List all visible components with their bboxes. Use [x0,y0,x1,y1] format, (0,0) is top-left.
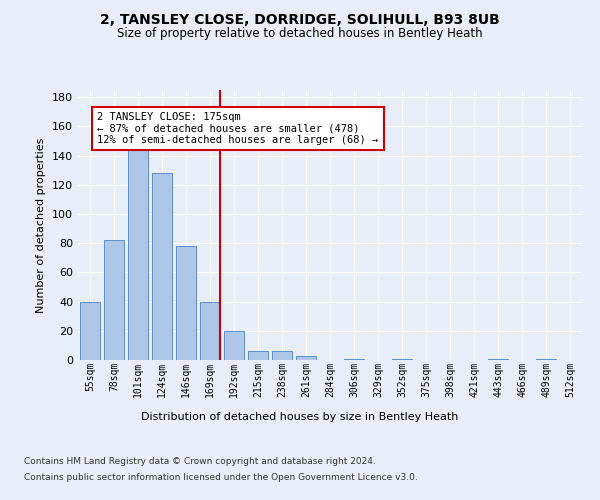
Bar [392,358,412,360]
Text: Contains public sector information licensed under the Open Government Licence v3: Contains public sector information licen… [24,472,418,482]
Text: Distribution of detached houses by size in Bentley Heath: Distribution of detached houses by size … [142,412,458,422]
Bar [488,358,508,360]
Text: 2, TANSLEY CLOSE, DORRIDGE, SOLIHULL, B93 8UB: 2, TANSLEY CLOSE, DORRIDGE, SOLIHULL, B9… [100,12,500,26]
Bar [272,351,292,360]
Bar [224,331,244,360]
Bar [128,150,148,360]
Bar [104,240,124,360]
Text: 2 TANSLEY CLOSE: 175sqm
← 87% of detached houses are smaller (478)
12% of semi-d: 2 TANSLEY CLOSE: 175sqm ← 87% of detache… [97,112,379,145]
Y-axis label: Number of detached properties: Number of detached properties [37,138,46,312]
Bar [248,351,268,360]
Bar [536,358,556,360]
Bar [176,246,196,360]
Bar [200,302,220,360]
Text: Size of property relative to detached houses in Bentley Heath: Size of property relative to detached ho… [117,28,483,40]
Bar [296,356,316,360]
Text: Contains HM Land Registry data © Crown copyright and database right 2024.: Contains HM Land Registry data © Crown c… [24,458,376,466]
Bar [80,302,100,360]
Bar [344,358,364,360]
Bar [152,173,172,360]
